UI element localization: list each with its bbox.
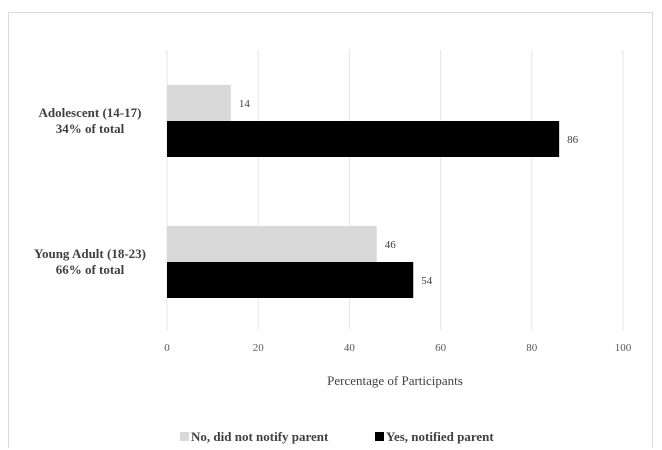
labels: 0 20 40 60 80 100 14 86 Adolescent (14-17)34% of… xyxy=(34,98,632,354)
legend-label: No, did not notify parent xyxy=(191,429,329,444)
x-tick-label: 0 xyxy=(164,342,170,354)
legend-label: Yes, notified parent xyxy=(386,429,494,444)
bar xyxy=(167,85,231,121)
legend: No, did not notify parent Yes, notified p… xyxy=(180,429,494,444)
x-tick-label: 40 xyxy=(344,342,356,354)
data-label: 14 xyxy=(239,98,251,110)
category-label: 34% of total xyxy=(56,121,125,136)
x-axis-title: Percentage of Participants xyxy=(327,373,463,388)
x-tick-label: 100 xyxy=(615,342,632,354)
data-label: 46 xyxy=(385,239,397,251)
category-label: Young Adult (18-23) xyxy=(34,246,146,261)
category-label: 66% of total xyxy=(56,262,125,277)
x-tick-label: 60 xyxy=(435,342,447,354)
legend-swatch xyxy=(180,432,189,441)
bar xyxy=(167,262,414,298)
chart-frame xyxy=(8,12,653,448)
bar xyxy=(167,226,377,262)
data-label: 54 xyxy=(421,275,433,287)
data-label: 86 xyxy=(567,134,579,146)
legend-swatch xyxy=(375,432,384,441)
bar xyxy=(167,121,560,157)
x-tick-label: 80 xyxy=(526,342,538,354)
x-tick-label: 20 xyxy=(253,342,265,354)
category-label: Adolescent (14-17) xyxy=(39,105,142,120)
bars xyxy=(167,85,560,298)
